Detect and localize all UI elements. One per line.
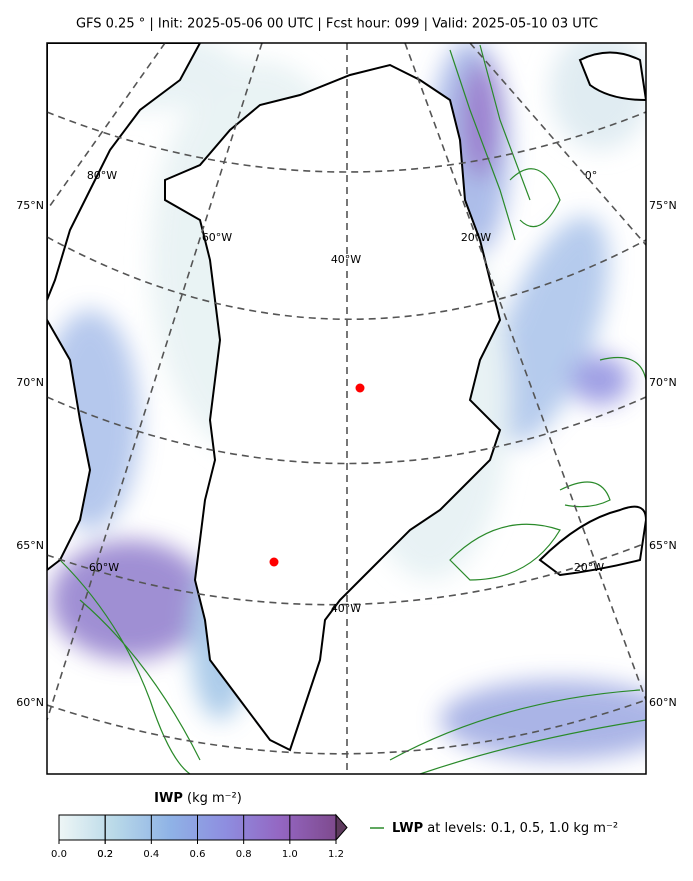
colorbar-tick-label: 1.0	[282, 849, 298, 860]
lon-label: 0°	[585, 169, 598, 182]
lat-label: 65°N	[649, 539, 677, 552]
lat-label: 70°N	[649, 376, 677, 389]
title: GFS 0.25 ° | Init: 2025-05-06 00 UTC | F…	[76, 17, 598, 32]
colorbar-tick-label: 0.6	[190, 849, 206, 860]
lat-label: 75°N	[16, 199, 44, 212]
colorbar-tick-label: 0.2	[97, 849, 113, 860]
lon-label: 60°W	[202, 231, 232, 244]
colorbar-label: IWP (kg m⁻²)	[154, 791, 242, 806]
colorbar-tick-label: 0.0	[51, 849, 67, 860]
lat-label: 70°N	[16, 376, 44, 389]
lon-label: 80°W	[87, 169, 117, 182]
lat-label: 75°N	[649, 199, 677, 212]
map-area	[47, 43, 646, 774]
colorbar-tick-label: 0.2	[97, 849, 113, 860]
colorbar-tick-label: 1.2	[328, 849, 344, 860]
lat-label: 60°N	[16, 696, 44, 709]
lat-label: 60°N	[649, 696, 677, 709]
colorbar-extend	[335, 813, 348, 842]
colorbar-label-unit: (kg m⁻²)	[187, 791, 242, 806]
map-frame	[46, 42, 647, 775]
legend-label-text: at levels: 0.1, 0.5, 1.0 kg m⁻²	[427, 821, 618, 836]
lon-label: 60°W	[89, 561, 119, 574]
colorbar-tick-label: 0.8	[236, 849, 252, 860]
lon-label: 40°W	[331, 253, 361, 266]
lon-label: 20°W	[574, 561, 604, 574]
legend-text: LWP at levels: 0.1, 0.5, 1.0 kg m⁻²	[392, 821, 618, 836]
lon-label: 20°W	[461, 231, 491, 244]
colorbar-tick-label: 0.4	[143, 849, 159, 860]
colorbar-label-bold: IWP	[154, 791, 183, 806]
lat-label: 65°N	[16, 539, 44, 552]
legend-label-bold: LWP	[392, 821, 423, 836]
lon-label: 40°W	[331, 602, 361, 615]
